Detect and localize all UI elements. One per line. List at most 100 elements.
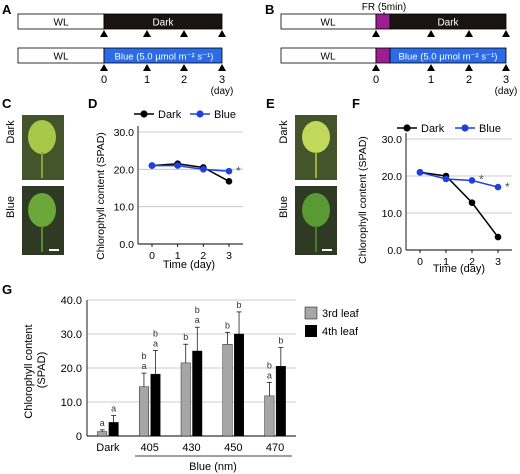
x-tick-label: 2: [469, 256, 475, 268]
significance-letter: a: [141, 361, 146, 371]
legend-label-4th-leaf: 4th leaf: [322, 326, 359, 338]
timeline-b-tick-0: 0: [373, 74, 379, 86]
timeline-a-blue-label: Blue (5.0 µmol m⁻² s⁻¹): [115, 52, 214, 63]
fr-box-2: [375, 47, 391, 64]
data-point-blue: [442, 175, 450, 183]
x-axis-label-g: Blue (nm): [189, 461, 237, 473]
panel-label-d: D: [88, 96, 97, 111]
timeline-a-dark-bar: [103, 13, 223, 30]
y-tick-label: 20.0: [61, 363, 82, 375]
data-point-dark: [494, 233, 502, 241]
legend-label-3rd-leaf: 3rd leaf: [322, 308, 360, 320]
timeline-b-tick-2: 2: [466, 74, 472, 86]
timeline-b-day-marker: [372, 64, 380, 71]
data-point-blue: [468, 177, 476, 184]
significance-letter: b: [278, 336, 283, 346]
series-line-blue: [419, 171, 499, 188]
panel-d: D Dark Blue 0.0 10.0 20.0 30.0 0 1 2 3 * Chlorop…: [88, 96, 243, 271]
bar-4th-leaf: [150, 373, 161, 437]
timeline-a-tick-3: 3: [219, 74, 225, 86]
timeline-b-day-marker: [427, 30, 435, 37]
panel-f: F Dark Blue 0.0 10.0 20.0 30.0 0 1 2 3 * * Chloro…: [352, 96, 512, 275]
timeline-b-day-marker: [465, 64, 473, 71]
x-tick-label: 470: [266, 442, 284, 454]
data-point-blue: [494, 183, 502, 191]
fr-label: FR (5min): [362, 2, 406, 13]
data-point-dark: [225, 177, 233, 185]
data-point-blue: [148, 162, 156, 169]
bar-3rd-leaf: [97, 431, 108, 437]
timeline-a-day-marker: [180, 30, 188, 37]
significance-letter: a: [153, 338, 158, 348]
leaf-shape: [302, 193, 330, 227]
leaf-shape: [302, 121, 330, 153]
legend-label-blue: Blue: [214, 109, 236, 121]
x-tick-label: 0: [417, 256, 423, 268]
y-tick-label: 0.0: [387, 245, 402, 257]
legend-swatch-3rd-leaf: [304, 306, 318, 320]
timeline-a-day-marker: [143, 30, 151, 37]
timeline-b-wl-label-2: WL: [321, 52, 336, 63]
series-line-dark: [419, 171, 499, 238]
timeline-b-blue-label: Blue (5.0 µmol m⁻² s⁻¹): [399, 52, 498, 63]
y-tick-label: 10.0: [114, 202, 135, 214]
timeline-a-day-marker: [100, 30, 108, 37]
timeline-b-tick-3: 3: [503, 74, 509, 86]
y-tick-label: 0: [76, 431, 82, 443]
data-point-blue: [174, 162, 181, 169]
x-axis-label-f: Time (day): [433, 263, 485, 275]
photo-label-e-dark: Dark: [278, 120, 290, 144]
data-point-blue: [225, 167, 233, 175]
y-tick-label: 20.0: [382, 171, 403, 183]
timeline-b-day-marker: [465, 30, 473, 37]
panel-e: E Dark Blue: [266, 96, 337, 255]
data-point-blue: [200, 166, 207, 173]
x-tick-label: Dark: [96, 442, 120, 454]
bar-4th-leaf: [192, 350, 203, 437]
timeline-b-day-marker: [502, 64, 510, 71]
y-axis-label-d: Chlorophyll content (SPAD): [95, 132, 107, 260]
x-tick-label: 3: [495, 256, 501, 268]
y-axis-label-f: Chlorophyll content (SPAD): [357, 136, 369, 264]
significance-letter: b: [237, 300, 242, 310]
plot-area-g: 010.020.030.040.0Darkaa405baba430bba450b…: [61, 295, 296, 454]
panel-label-g: G: [2, 282, 12, 297]
significance-letter: b: [195, 305, 200, 315]
series-line-dark: [151, 162, 230, 182]
timeline-b-tick-1: 1: [428, 74, 434, 86]
photo-label-c-dark: Dark: [5, 120, 17, 144]
legend-swatch-4th-leaf: [305, 325, 317, 337]
panel-g: G 010.020.030.040.0Darkaa405baba430bba45…: [2, 282, 360, 473]
timeline-a-blue-bar: [103, 47, 223, 64]
bar-3rd-leaf: [222, 344, 233, 437]
x-tick-label: 0: [149, 250, 155, 262]
x-tick-label: 405: [141, 442, 159, 454]
photo-label-c-blue: Blue: [5, 196, 17, 218]
significance-marker: *: [479, 172, 484, 186]
timeline-b-blue-bar: [389, 47, 507, 64]
fr-box-1: [375, 13, 391, 30]
x-tick-label: 450: [224, 442, 242, 454]
timeline-a-day-marker: [100, 64, 108, 71]
significance-letter: a: [195, 315, 200, 325]
y-tick-label: 10.0: [61, 397, 82, 409]
significance-letter: a: [100, 418, 105, 428]
data-point-blue: [416, 169, 424, 176]
x-tick-label: 1: [443, 256, 449, 268]
bar-3rd-leaf: [264, 395, 275, 437]
panel-label-b: B: [265, 2, 274, 17]
timeline-a-day-marker: [143, 64, 151, 71]
bar-4th-leaf: [234, 333, 245, 437]
timeline-a-day-marker: [218, 30, 226, 37]
bar-4th-leaf: [275, 366, 286, 437]
panel-a: A WL Dark WL Blue (5.0 µmol m⁻² s⁻¹) 0 1…: [2, 2, 233, 97]
x-axis-label-d: Time (day): [163, 259, 215, 271]
panel-label-e: E: [266, 96, 275, 111]
y-tick-label: 30.0: [382, 134, 403, 146]
panel-label-a: A: [2, 2, 12, 17]
significance-letter: b: [225, 320, 230, 330]
timeline-a-tick-1: 1: [144, 74, 150, 86]
x-tick-label: 1: [175, 250, 181, 262]
y-tick-label: 30.0: [114, 127, 135, 139]
